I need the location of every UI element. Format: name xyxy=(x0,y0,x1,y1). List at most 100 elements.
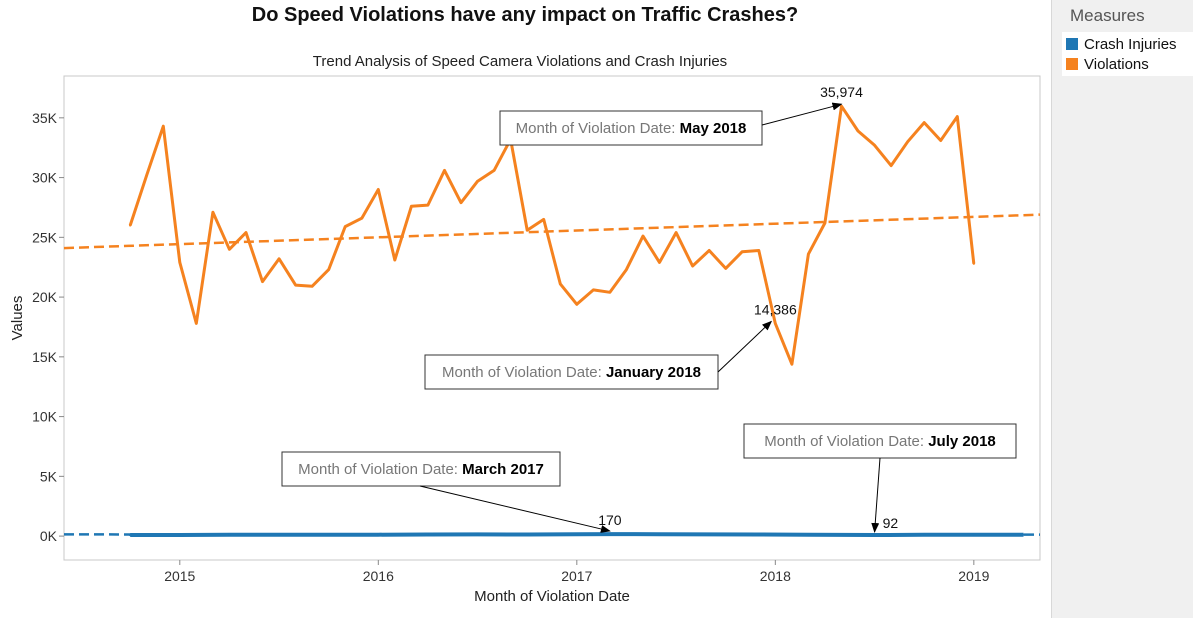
y-tick-label: 35K xyxy=(32,110,58,126)
annotation-value-label: 170 xyxy=(598,512,622,528)
data-point xyxy=(641,234,645,238)
annotation-box xyxy=(499,110,763,146)
y-tick-label: 20K xyxy=(32,289,58,305)
data-point xyxy=(575,533,579,536)
data-point xyxy=(178,533,181,537)
line-chart: 0K 5K 10K 15K 20K 25K 30K 35K 2015 2016 2017 2018 20… xyxy=(9,75,1041,605)
legend-swatch-violations xyxy=(1066,58,1078,70)
annotation-arrow xyxy=(717,320,773,373)
data-point xyxy=(790,362,794,366)
data-point xyxy=(426,533,430,536)
data-point xyxy=(873,533,876,537)
annotation-arrow xyxy=(761,102,843,126)
data-point xyxy=(658,533,661,536)
annotation-prefix: Month of Violation Date: xyxy=(764,433,928,450)
data-point xyxy=(525,228,529,232)
y-tick-label: 15K xyxy=(32,349,58,365)
data-point xyxy=(807,533,810,536)
legend-item-violations[interactable]: Violations xyxy=(1066,55,1149,73)
data-point xyxy=(443,169,446,172)
y-axis-label: Values xyxy=(9,296,26,341)
data-point xyxy=(211,211,215,214)
data-point xyxy=(360,217,363,220)
annotation-text: Month of Violation Date: March 2017 xyxy=(298,461,544,478)
data-point xyxy=(608,291,612,294)
data-point xyxy=(939,139,942,142)
data-point xyxy=(840,104,843,108)
data-point xyxy=(128,533,132,537)
data-point xyxy=(741,250,744,253)
annotation-text: Month of Violation Date: July 2018 xyxy=(764,433,996,450)
data-point xyxy=(823,221,827,225)
legend-swatch-crash-injuries xyxy=(1066,38,1078,50)
data-point xyxy=(178,261,181,264)
legend-label-crash-injuries: Crash Injuries xyxy=(1084,35,1177,53)
annotation-month: May 2018 xyxy=(680,120,747,137)
x-tick-label: 2018 xyxy=(760,568,791,584)
data-point xyxy=(956,115,959,118)
annotation-value-label: 14,386 xyxy=(754,301,797,317)
annotation-value-label: 35,974 xyxy=(820,84,863,100)
data-point xyxy=(228,533,231,536)
annotation-arrow xyxy=(419,485,611,533)
data-point xyxy=(691,264,694,268)
data-point xyxy=(327,268,330,271)
y-tick-label: 10K xyxy=(32,409,58,425)
data-point xyxy=(625,268,628,271)
data-point xyxy=(873,144,876,147)
data-point xyxy=(774,322,777,325)
data-point xyxy=(277,533,281,536)
data-point xyxy=(261,280,264,283)
annotation-arrow xyxy=(871,457,881,533)
annotation-box xyxy=(281,451,561,487)
data-point xyxy=(972,262,976,265)
series-line-violations xyxy=(128,104,976,366)
annotation-box xyxy=(424,354,719,390)
annotation-march-2017: Month of Violation Date: March 2017 170 xyxy=(281,451,622,533)
trend-line-violations xyxy=(63,213,1041,250)
data-point xyxy=(757,249,760,252)
annotation-text: Month of Violation Date: May 2018 xyxy=(516,120,747,137)
annotation-box xyxy=(743,423,1017,459)
annotation-january-2018: Month of Violation Date: January 2018 14,… xyxy=(424,301,797,390)
annotation-may-2018: Month of Violation Date: May 2018 35,974 xyxy=(499,84,863,146)
data-point xyxy=(277,257,281,261)
annotation-prefix: Month of Violation Date: xyxy=(298,461,462,478)
data-point xyxy=(674,231,678,234)
legend-item-crash-injuries[interactable]: Crash Injuries xyxy=(1066,35,1177,53)
data-point xyxy=(476,533,479,536)
data-point xyxy=(145,173,148,177)
data-point xyxy=(128,224,132,227)
x-tick-label: 2015 xyxy=(164,568,195,584)
annotation-prefix: Month of Violation Date: xyxy=(442,364,606,381)
data-point xyxy=(426,203,430,207)
data-point xyxy=(542,218,545,221)
data-point xyxy=(1022,533,1025,536)
data-point xyxy=(393,258,397,262)
data-point xyxy=(344,225,347,228)
legend-label-violations: Violations xyxy=(1084,55,1149,73)
data-point xyxy=(377,533,380,536)
x-tick-label: 2019 xyxy=(958,568,989,584)
data-point xyxy=(889,164,893,167)
data-point xyxy=(476,179,479,183)
annotation-month: July 2018 xyxy=(928,433,996,450)
legend-panel: Measures Crash Injuries Violations xyxy=(1051,0,1193,618)
x-axis-label: Month of Violation Date xyxy=(474,588,630,605)
data-point xyxy=(707,249,711,252)
data-point xyxy=(923,533,926,536)
data-point xyxy=(377,188,380,191)
legend-box xyxy=(1062,32,1193,76)
y-tick-label: 0K xyxy=(40,528,58,544)
data-point xyxy=(228,248,231,251)
data-point xyxy=(559,282,562,286)
plot-frame xyxy=(63,75,1041,561)
data-point xyxy=(244,231,248,234)
data-point xyxy=(575,303,579,306)
annotation-prefix: Month of Violation Date: xyxy=(516,120,680,137)
data-point xyxy=(162,124,165,128)
data-point xyxy=(492,169,496,172)
legend-title: Measures xyxy=(1070,6,1145,25)
data-point xyxy=(410,205,413,208)
annotation-month: January 2018 xyxy=(606,364,701,381)
